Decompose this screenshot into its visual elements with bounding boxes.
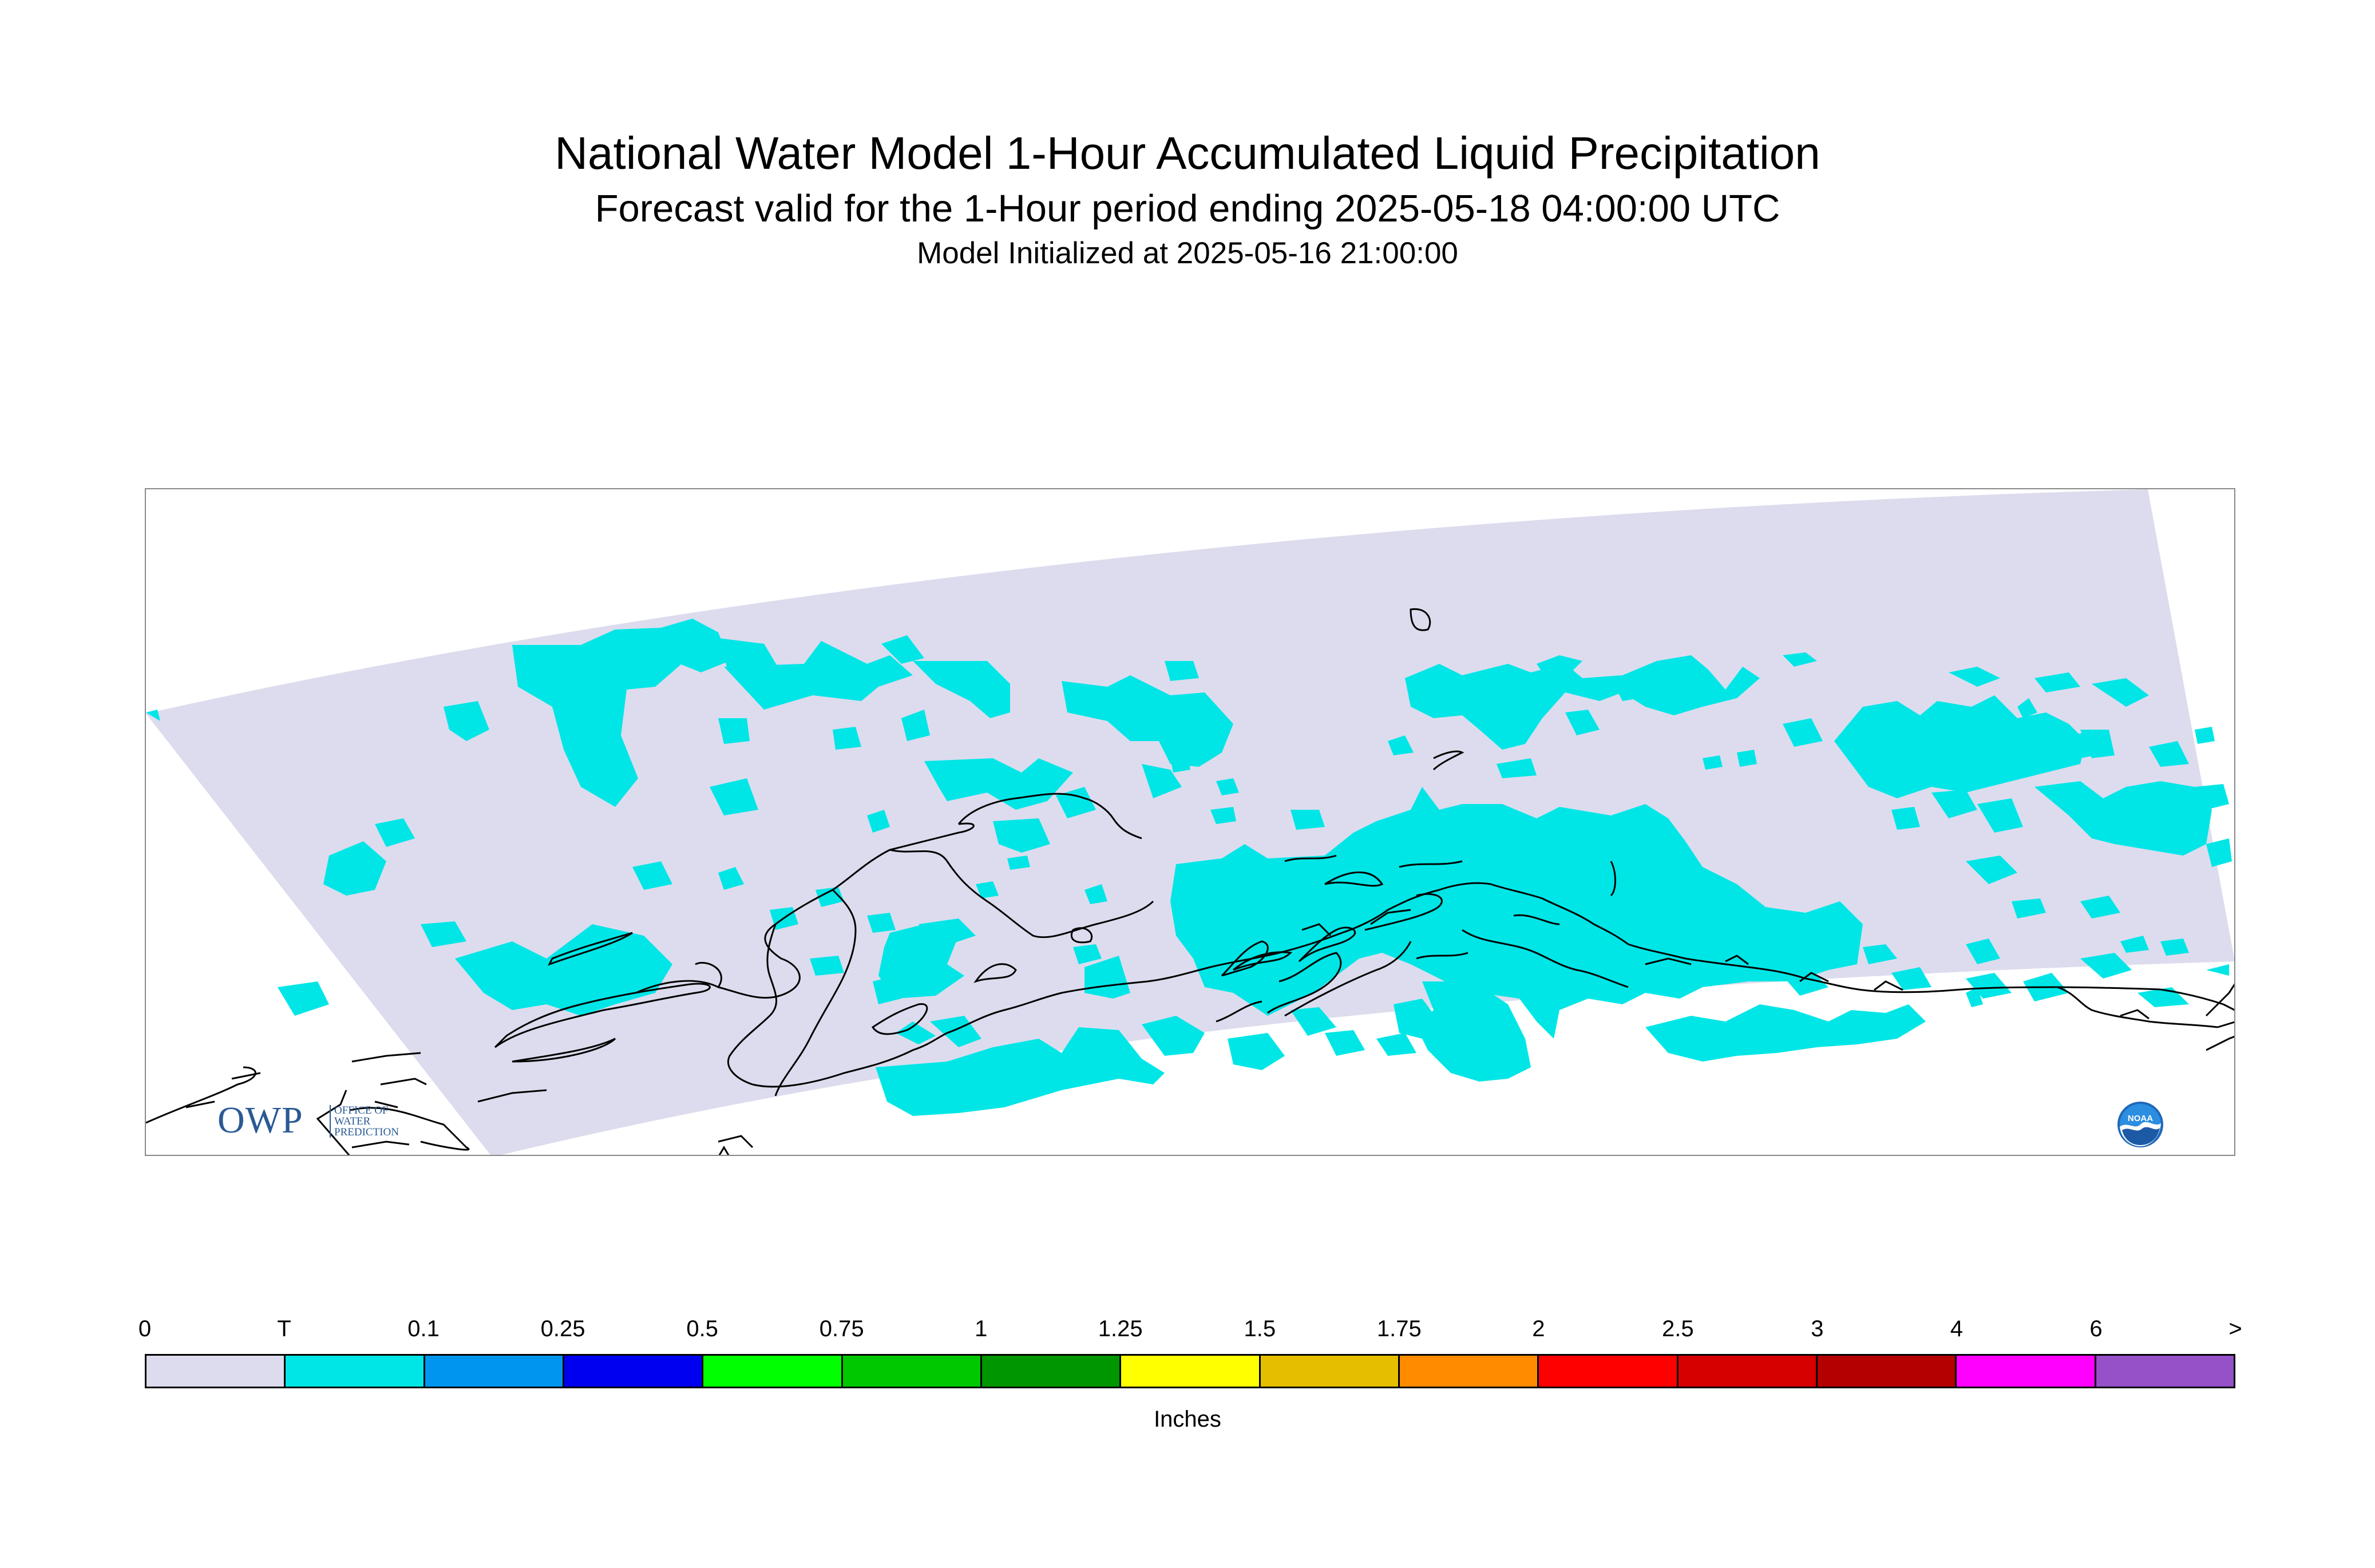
legend-tick-label: >: [2228, 1316, 2242, 1341]
chart-title: National Water Model 1-Hour Accumulated …: [555, 128, 1820, 179]
legend-swatch: [147, 1356, 286, 1387]
legend-swatch: [2096, 1356, 2234, 1387]
legend-swatch: [1399, 1356, 1539, 1387]
owp-logo: OWP OFFICE OF WATER PREDICTION: [217, 1100, 435, 1141]
legend-tick-label: 3: [1811, 1316, 1824, 1341]
legend-swatch: [703, 1356, 843, 1387]
model-init-line: Model Initialized at 2025-05-16 21:00:00: [917, 236, 1458, 270]
coastline: [146, 608, 2234, 1155]
legend-tick-label: 0.5: [686, 1316, 718, 1341]
legend-swatch: [286, 1356, 425, 1387]
legend-swatch: [425, 1356, 564, 1387]
color-legend-bar: [145, 1354, 2235, 1388]
model-domain: [146, 489, 2234, 1155]
legend-swatch: [1121, 1356, 1261, 1387]
legend-swatch: [1678, 1356, 1818, 1387]
legend-tick-label: 1.25: [1098, 1316, 1143, 1341]
trace-precip-areas: [146, 619, 2232, 1116]
legend-swatch: [1817, 1356, 1957, 1387]
owp-tagline-line-3: PREDICTION: [334, 1126, 399, 1138]
legend-tick-label: 1.75: [1376, 1316, 1422, 1341]
legend-tick-label: 1: [975, 1316, 988, 1341]
legend-units: Inches: [1154, 1407, 1221, 1432]
legend-swatch: [564, 1356, 704, 1387]
noaa-logo: NOAA: [2117, 1102, 2163, 1147]
owp-logo-letters: OWP: [217, 1099, 303, 1141]
noaa-logo-text: NOAA: [2128, 1114, 2153, 1123]
precip-map: [146, 489, 2234, 1155]
legend-tick-label: 0: [138, 1316, 152, 1341]
legend-tick-label: 2: [1532, 1316, 1545, 1341]
forecast-valid-line: Forecast valid for the 1-Hour period end…: [595, 187, 1780, 230]
legend-tick-label: 6: [2089, 1316, 2103, 1341]
legend-tick-label: 0.25: [540, 1316, 585, 1341]
legend-tick-label: 0.1: [407, 1316, 440, 1341]
legend-swatch: [1957, 1356, 2096, 1387]
legend-tick-label: 0.75: [819, 1316, 864, 1341]
legend-swatch: [981, 1356, 1122, 1387]
legend-swatch: [1260, 1356, 1400, 1387]
legend-tick-label: T: [277, 1316, 291, 1341]
legend-tick-label: 2.5: [1662, 1316, 1694, 1341]
owp-tagline-line-1: OFFICE OF: [334, 1104, 389, 1116]
map-panel: OWP OFFICE OF WATER PREDICTION NOAA: [145, 488, 2235, 1156]
legend-swatch: [842, 1356, 982, 1387]
owp-logo-tagline: OFFICE OF WATER PREDICTION: [330, 1105, 399, 1138]
legend-tick-label: 1.5: [1244, 1316, 1276, 1341]
legend-tick-label: 4: [1950, 1316, 1964, 1341]
owp-tagline-line-2: WATER: [334, 1115, 371, 1127]
legend-swatch: [1539, 1356, 1679, 1387]
